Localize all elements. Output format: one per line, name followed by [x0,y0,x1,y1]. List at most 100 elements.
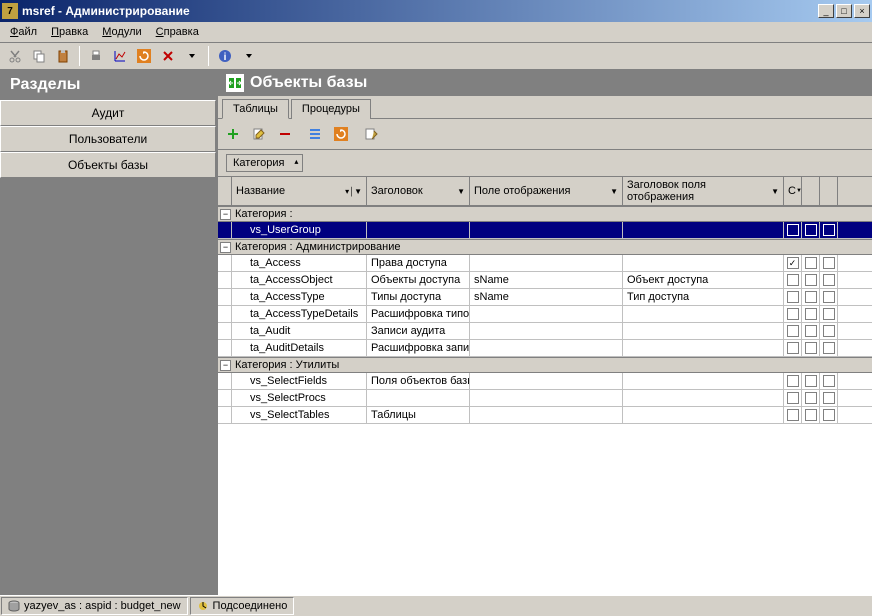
cell-title: Таблицы [367,407,470,423]
edit-icon[interactable] [248,123,270,145]
cell-title [367,222,470,238]
close-button[interactable]: × [854,4,870,18]
checkbox-icon [787,291,799,303]
cell-dispfield [470,373,623,389]
checkbox-icon [823,409,835,421]
checkbox-icon [823,342,835,354]
column-c3[interactable] [820,177,838,205]
delete-x-icon[interactable] [157,45,179,67]
cell-name: vs_SelectFields [232,373,367,389]
cell-name: ta_AccessObject [232,272,367,288]
column-expand[interactable] [218,177,232,205]
paste-icon[interactable] [52,45,74,67]
tab-procedures[interactable]: Процедуры [291,99,371,119]
checkbox-icon [805,409,817,421]
menu-modules[interactable]: Модули [96,24,147,40]
group-label: Категория : Администрирование [235,241,400,253]
group-row[interactable]: −Категория : [218,206,872,222]
cell-dispfield [470,390,623,406]
add-icon[interactable] [222,123,244,145]
sidebar-item-users[interactable]: Пользователи [0,126,216,152]
list-blue-icon[interactable] [304,123,326,145]
table-row[interactable]: ta_AccessTypeТипы доступаsNameТип доступ… [218,289,872,306]
checkbox-icon [805,291,817,303]
cell-dispfield [470,222,623,238]
tab-tables[interactable]: Таблицы [222,99,289,119]
dropdown2-icon[interactable] [238,45,260,67]
remove-icon[interactable] [274,123,296,145]
print-icon[interactable] [85,45,107,67]
cell-name: ta_AccessTypeDetails [232,306,367,322]
table-row[interactable]: vs_SelectProcs [218,390,872,407]
chart-icon[interactable] [109,45,131,67]
table-row[interactable]: vs_SelectFieldsПоля объектов базы [218,373,872,390]
refresh2-icon[interactable] [330,123,352,145]
group-row[interactable]: −Категория : Администрирование [218,239,872,255]
menu-file[interactable]: Файл [4,24,43,40]
checkbox-icon [823,325,835,337]
checkbox-icon [805,325,817,337]
collapse-icon[interactable]: − [220,209,231,220]
table-row[interactable]: ta_AuditЗаписи аудита [218,323,872,340]
svg-text:i: i [224,52,227,63]
data-grid[interactable]: Название▾│▼ Заголовок▼ Поле отображения▼… [218,177,872,595]
cell-name: ta_Audit [232,323,367,339]
refresh-orange-icon[interactable] [133,45,155,67]
cell-disptitle [623,222,784,238]
table-row[interactable]: vs_UserGroup [218,222,872,239]
column-dispfield[interactable]: Поле отображения▼ [470,177,623,205]
grid-header: Название▾│▼ Заголовок▼ Поле отображения▼… [218,177,872,206]
info-icon[interactable]: i [214,45,236,67]
cut-icon[interactable] [4,45,26,67]
menu-help[interactable]: Справка [150,24,205,40]
table-row[interactable]: ta_AuditDetailsРасшифровка записи [218,340,872,357]
cell-name: ta_AccessType [232,289,367,305]
copy-icon[interactable] [28,45,50,67]
checkbox-icon [787,224,799,236]
grid-toolbar [218,119,872,150]
cell-disptitle [623,407,784,423]
checkbox-icon [787,409,799,421]
sidebar-item-dbobjects[interactable]: Объекты базы [0,152,216,178]
cell-disptitle [623,373,784,389]
cell-disptitle [623,306,784,322]
checkbox-icon [823,375,835,387]
checkbox-icon: ✓ [787,257,799,269]
checkbox-icon [787,375,799,387]
checkbox-icon [787,274,799,286]
maximize-button[interactable]: □ [836,4,852,18]
group-row[interactable]: −Категория : Утилиты [218,357,872,373]
column-name[interactable]: Название▾│▼ [232,177,367,205]
checkbox-icon [823,308,835,320]
column-c1[interactable]: С▼ [784,177,802,205]
sidebar-item-audit[interactable]: Аудит [0,100,216,126]
group-label: Категория : Утилиты [235,359,339,371]
cell-title: Расшифровка записи [367,340,470,356]
design-icon[interactable] [360,123,382,145]
checkbox-icon [823,291,835,303]
app-icon: 7 [2,3,18,19]
menu-edit[interactable]: Правка [45,24,94,40]
cell-disptitle [623,323,784,339]
collapse-icon[interactable]: − [220,360,231,371]
column-c2[interactable] [802,177,820,205]
minimize-button[interactable]: _ [818,4,834,18]
cell-dispfield [470,340,623,356]
collapse-icon[interactable]: − [220,242,231,253]
checkbox-icon [823,257,835,269]
dropdown-icon[interactable] [181,45,203,67]
group-chip[interactable]: Категория [226,154,303,172]
table-row[interactable]: ta_AccessTypeDetailsРасшифровка типов [218,306,872,323]
table-row[interactable]: ta_AccessObjectОбъекты доступаsNameОбъек… [218,272,872,289]
table-row[interactable]: ta_AccessПрава доступа ✓ [218,255,872,272]
column-disptitle[interactable]: Заголовок поля отображения▼ [623,177,784,205]
sidebar: Разделы Аудит Пользователи Объекты базы [0,70,218,595]
cell-dispfield [470,255,623,271]
cell-title: Права доступа [367,255,470,271]
group-label: Категория : [235,208,293,220]
cell-name: ta_Access [232,255,367,271]
table-row[interactable]: vs_SelectTablesТаблицы [218,407,872,424]
column-title[interactable]: Заголовок▼ [367,177,470,205]
connected-icon [197,600,209,612]
cell-title: Поля объектов базы [367,373,470,389]
